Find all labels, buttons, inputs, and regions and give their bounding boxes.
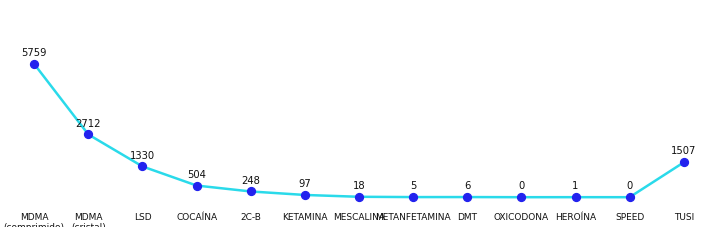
Point [624, 195, 635, 199]
Point [83, 133, 94, 137]
Text: 5: 5 [410, 180, 416, 190]
Text: 504: 504 [187, 169, 206, 179]
Point [245, 190, 256, 193]
Text: 97: 97 [299, 178, 311, 188]
Point [191, 184, 202, 188]
Text: 1330: 1330 [130, 150, 155, 160]
Text: 18: 18 [353, 180, 365, 190]
Point [29, 63, 40, 67]
Point [678, 161, 689, 164]
Point [570, 195, 582, 199]
Text: 2712: 2712 [75, 118, 101, 128]
Point [353, 195, 365, 199]
Point [136, 165, 148, 168]
Text: 6: 6 [464, 180, 470, 190]
Point [516, 195, 527, 199]
Text: 1: 1 [572, 180, 579, 190]
Point [299, 193, 311, 197]
Point [407, 195, 419, 199]
Text: 5759: 5759 [22, 48, 47, 58]
Text: 0: 0 [518, 180, 525, 190]
Text: 0: 0 [627, 180, 633, 190]
Text: 1507: 1507 [671, 146, 696, 156]
Point [462, 195, 473, 199]
Text: CANTIDAD DE MUESTRAS DE SPA RECIBIDAS EN EL 2023: CANTIDAD DE MUESTRAS DE SPA RECIBIDAS EN… [11, 13, 383, 26]
Text: 248: 248 [241, 175, 260, 185]
